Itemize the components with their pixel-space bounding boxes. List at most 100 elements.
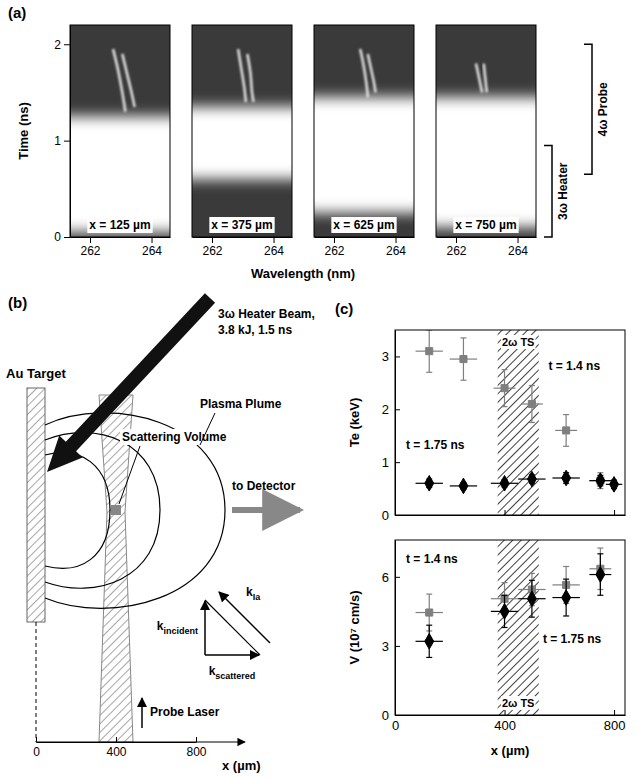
data-point (563, 427, 570, 434)
tick: 264 (142, 237, 162, 258)
tick: 0 (33, 737, 40, 759)
error-cap (426, 594, 432, 595)
error-cap (426, 625, 432, 626)
plume-contour (45, 452, 110, 568)
label-background (501, 335, 536, 349)
plot-frame (395, 330, 625, 515)
position-label: x = 125 µm (89, 218, 150, 232)
streak-image (192, 25, 292, 237)
axis-line (396, 515, 626, 516)
timing-bracket (584, 44, 592, 174)
tick-mark (505, 510, 506, 515)
position-label: x = 375 µm (211, 218, 272, 232)
ts-band (498, 330, 539, 515)
au-target (27, 388, 45, 622)
target-line (36, 622, 37, 742)
axis: 262 264 (71, 237, 171, 258)
tick-label: 0 (382, 708, 389, 723)
error-cap (563, 579, 569, 580)
tick-label: 400 (494, 718, 516, 733)
heater-label: 3.8 kJ, 1.5 ns (218, 323, 292, 337)
label-background (453, 217, 518, 233)
tick-label: 262 (80, 244, 100, 258)
tick-label: 264 (386, 244, 406, 258)
data-point (500, 604, 509, 620)
tick: 1 (54, 134, 70, 148)
data-point (596, 473, 605, 489)
tick-mark (614, 510, 615, 515)
data-point (459, 478, 468, 494)
tick-mark (395, 515, 400, 516)
data-point (527, 591, 536, 607)
tick-mark (395, 409, 400, 410)
image-frame (314, 25, 414, 237)
axis-title: V (10⁷ cm/s) (347, 590, 362, 664)
panel-label: (c) (335, 300, 353, 317)
data-point (500, 475, 509, 491)
leader-line (119, 446, 140, 504)
panel-label: (a) (8, 4, 26, 21)
axis-title: Te (keV) (347, 398, 362, 448)
tick-label: 262 (202, 244, 222, 258)
tick-mark (395, 577, 400, 578)
detector-arrow (232, 507, 300, 513)
tick-mark (395, 462, 400, 463)
tick (614, 510, 615, 515)
tick: 400 (494, 710, 516, 733)
tick-label: 1 (54, 134, 61, 148)
tick-mark (614, 710, 615, 715)
scattering-feature (368, 54, 376, 93)
label-background (198, 396, 284, 412)
k-subscript: incident (163, 626, 198, 636)
axis-line (37, 742, 197, 743)
streak-image (70, 25, 170, 237)
error-cap (597, 547, 603, 548)
axis-line (395, 541, 396, 716)
scattering-feature (360, 49, 368, 97)
panel-label: (b) (8, 294, 27, 311)
k-label: kIa (246, 585, 261, 602)
tick-mark (196, 737, 197, 742)
data-point (426, 609, 433, 616)
tick: 264 (264, 237, 284, 258)
tick-mark (334, 237, 335, 243)
panel-a: (a)x = 125 µm262264012x = 375 µm262264x … (8, 4, 610, 281)
streak-image (314, 25, 414, 237)
error-cap (460, 337, 466, 338)
axis-line (70, 26, 71, 238)
tick: 2 (382, 402, 400, 417)
error-cap (529, 422, 535, 423)
axis: 012 (54, 26, 70, 245)
tick: 264 (386, 237, 406, 258)
error-cap (529, 385, 535, 386)
tick: 400 (106, 737, 126, 759)
tick-mark (274, 237, 275, 243)
k-vector (205, 654, 259, 656)
tick-mark (395, 646, 400, 647)
streak-image (436, 25, 536, 237)
detector-label: to Detector (232, 479, 296, 493)
image-frame (192, 25, 292, 237)
plume-label: Plasma Plume (200, 397, 282, 411)
heater-glow (436, 97, 536, 227)
tick-mark (116, 737, 117, 742)
axis (396, 510, 626, 516)
figure: (a)x = 125 µm262264012x = 375 µm262264x … (0, 0, 639, 778)
error-cap (597, 553, 603, 554)
tick: 1 (382, 455, 400, 470)
probe-arrow (141, 698, 143, 728)
tick-label: 6 (382, 570, 389, 585)
tick-label: 400 (106, 745, 126, 759)
tick: 0 (382, 708, 400, 723)
series-label: t = 1.75 ns (406, 438, 465, 452)
axis-title: Time (ns) (16, 102, 31, 160)
tick-label: 264 (508, 244, 528, 258)
axis: 262 264 (193, 237, 293, 258)
label-background (501, 696, 536, 710)
tick-mark (64, 141, 70, 142)
heater-beam (47, 293, 215, 472)
tick-mark (505, 710, 506, 715)
axis: 262264 (315, 237, 415, 258)
scattering-feature (247, 54, 253, 102)
panel-c-plot: 0400800036V (10⁷ cm/s)x (µm)2ω TSt = 1.4… (347, 540, 626, 758)
